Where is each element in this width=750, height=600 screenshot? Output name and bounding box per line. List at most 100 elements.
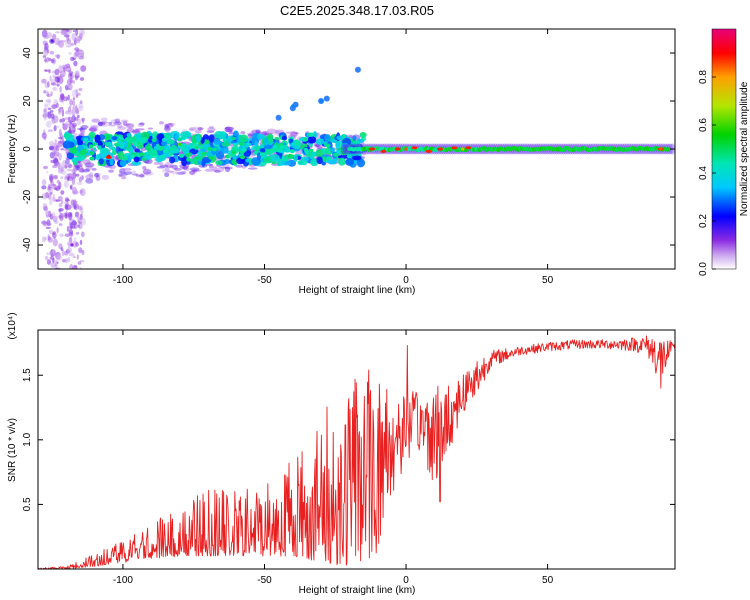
heatmap-cell [304, 157, 310, 162]
heatmap-cell [138, 174, 145, 178]
heatmap-cell [78, 247, 83, 254]
heatmap-cell [411, 146, 418, 150]
heatmap-cell [198, 126, 203, 131]
heatmap-cell [72, 133, 77, 137]
y-tick-label: 40 [22, 47, 33, 59]
heatmap-cell [56, 83, 60, 87]
heatmap-cell [247, 167, 258, 170]
heatmap-cell [181, 157, 188, 167]
heatmap-cell [163, 149, 168, 154]
heatmap-cell [194, 129, 202, 134]
x-tick-label: 50 [542, 575, 554, 586]
heatmap-cell [245, 142, 252, 147]
heatmap-cell [192, 126, 200, 130]
heatmap-cell [124, 123, 131, 126]
heatmap-cell [285, 131, 296, 134]
heatmap-cell [125, 123, 135, 129]
heatmap-cell [116, 124, 123, 128]
heatmap-cell [256, 134, 264, 140]
heatmap-cell [73, 51, 79, 58]
heatmap-cell [60, 94, 65, 101]
heatmap-cell [82, 159, 91, 165]
heatmap-cell [216, 169, 222, 173]
heatmap-cell [80, 231, 85, 238]
heatmap-cell [78, 205, 83, 211]
heatmap-cell [95, 175, 101, 181]
heatmap-cell [315, 138, 325, 146]
heatmap-cell [137, 122, 145, 127]
heatmap-cell [75, 165, 80, 170]
heatmap-cell [74, 237, 77, 241]
heatmap-cell [49, 145, 55, 151]
heatmap-cell [62, 140, 72, 149]
heatmap-cell [206, 130, 215, 133]
heatmap-cell [54, 37, 61, 46]
heatmap-cell [81, 249, 85, 256]
heatmap-cell [207, 146, 213, 151]
snr-frame [37, 329, 676, 570]
heatmap-cell [69, 29, 72, 34]
heatmap-cell [60, 190, 65, 195]
heatmap-cell [231, 150, 237, 155]
heatmap-cell [67, 116, 73, 121]
heatmap-cell [337, 154, 348, 160]
heatmap-cell [78, 87, 83, 92]
heatmap-point [404, 147, 408, 151]
heatmap-cell [224, 166, 233, 170]
heatmap-cell [51, 250, 55, 253]
heatmap-cell [324, 134, 331, 143]
heatmap-cell [279, 145, 285, 150]
heatmap-cell [41, 78, 47, 84]
y-tick-label: 0.5 [22, 497, 33, 511]
heatmap-cell [48, 222, 52, 227]
heatmap-cell [135, 174, 140, 177]
heatmap-cell [64, 203, 69, 210]
heatmap-cell [131, 160, 142, 166]
heatmap-cell [85, 168, 91, 172]
heatmap-cell [65, 121, 69, 129]
heatmap-cell [55, 31, 60, 34]
heatmap-cell [88, 144, 94, 149]
heatmap-cell [126, 127, 135, 133]
heatmap-cell [142, 166, 147, 170]
heatmap-cell [89, 156, 95, 161]
heatmap-cell [50, 262, 56, 268]
heatmap-cell [67, 120, 73, 123]
heatmap-cell [171, 170, 180, 175]
heatmap-cell [83, 137, 89, 142]
heatmap-cell [259, 144, 265, 149]
y-tick-label: 1.0 [22, 432, 33, 446]
snr-panel: -100 -50 0 50 0.5 1.0 1.5 Height of straight … [7, 312, 676, 596]
heatmap-cell [110, 146, 116, 151]
heatmap-cell [130, 138, 137, 144]
heatmap-cell [64, 199, 71, 202]
heatmap-cell [49, 109, 54, 113]
heatmap-cell [146, 143, 151, 152]
heatmap-cell [118, 173, 128, 176]
heatmap-cell [63, 132, 71, 139]
heatmap-cell [209, 125, 214, 129]
heatmap-cell [69, 231, 74, 237]
heatmap-cell [79, 266, 82, 269]
heatmap-cell [311, 151, 317, 156]
heatmap-cell [108, 169, 114, 173]
heatmap-cell [165, 123, 174, 128]
heatmap-cell [119, 159, 127, 167]
heatmap-cell [117, 151, 125, 160]
heatmap-cell [158, 121, 165, 125]
heatmap-cell [169, 149, 175, 154]
colorbar: 0.0 0.2 0.4 0.6 0.8 Normalized spectral ampl… [698, 28, 750, 276]
heatmap-point [178, 142, 182, 146]
heatmap-cell [66, 175, 74, 181]
heatmap-cell [293, 153, 298, 163]
colorbar-label: Normalized spectral amplitude [739, 81, 750, 216]
heatmap-cell [307, 136, 317, 144]
heatmap-cell [46, 49, 50, 54]
heatmap-cell [71, 177, 76, 186]
heatmap-cell [163, 123, 170, 127]
heatmap-cell [80, 65, 87, 72]
heatmap-cell [111, 136, 118, 141]
heatmap-cell [75, 173, 80, 177]
heatmap-cell [54, 139, 58, 143]
heatmap-cell [71, 80, 76, 84]
